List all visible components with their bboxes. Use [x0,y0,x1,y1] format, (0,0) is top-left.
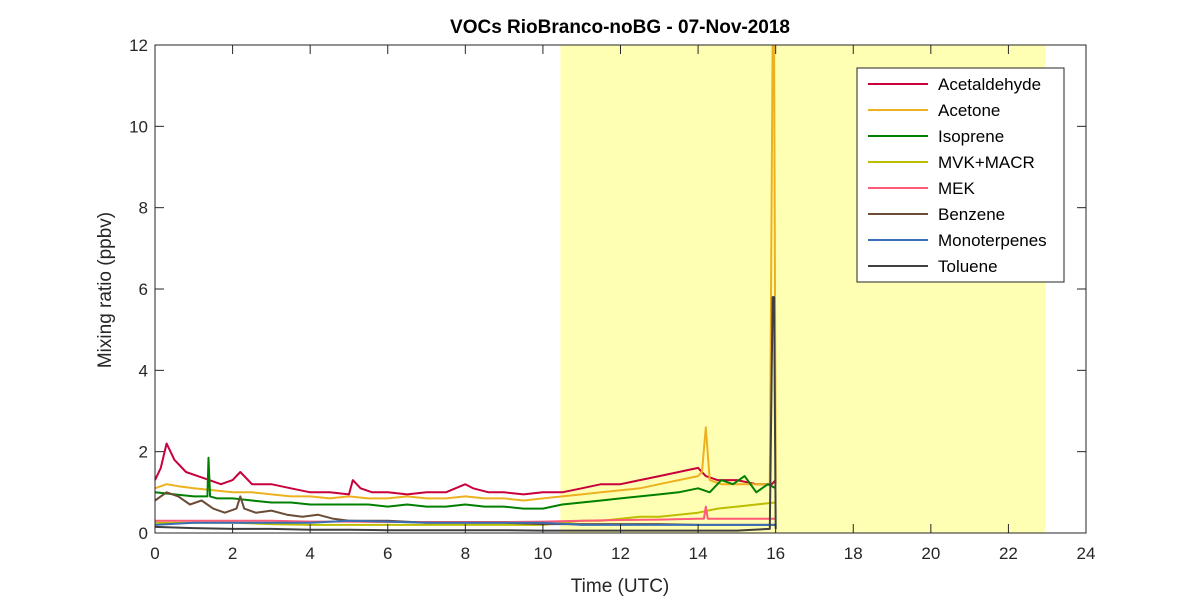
x-tick-label-2: 4 [305,544,314,563]
series-line-2 [155,456,777,510]
series-lines [155,45,777,532]
x-tick-label-6: 12 [611,544,630,563]
series-line-0 [155,442,777,496]
x-tick-label-12: 24 [1077,544,1096,563]
y-tick-label-2: 4 [139,361,148,380]
y-tick-label-5: 10 [129,117,148,136]
legend-box [856,67,1065,283]
x-tick-label-11: 22 [999,544,1018,563]
x-tick-label-5: 10 [533,544,552,563]
y-tick-label-0: 0 [139,524,148,543]
series-line-4 [155,505,776,523]
x-tick-label-0: 0 [150,544,159,563]
x-tick-label-3: 6 [383,544,392,563]
y-axis-label: Mixing ratio (ppbv) [95,212,116,368]
x-tick-label-7: 14 [689,544,708,563]
chart-title: VOCs RioBranco-noBG - 07-Nov-2018 [450,17,790,38]
y-tick-label-1: 2 [139,443,148,462]
x-tick-label-1: 2 [228,544,237,563]
legend: Acetaldehyde Acetone Isoprene MVK+MACR MEK Be… [856,67,1065,283]
legend-label-7: Toluene [938,257,998,276]
legend-label-5: Benzene [938,205,1005,224]
legend-label-3: MVK+MACR [938,153,1035,172]
legend-label-2: Isoprene [938,127,1004,146]
series-line-6 [155,519,776,526]
y-tick-label-4: 8 [139,199,148,218]
y-tick-label-3: 6 [139,280,148,299]
x-tick-label-4: 8 [461,544,470,563]
legend-label-6: Monoterpenes [938,231,1047,250]
x-tick-label-10: 20 [921,544,940,563]
legend-label-4: MEK [938,179,976,198]
y-tick-label-6: 12 [129,36,148,55]
series-line-1 [155,45,777,502]
legend-label-1: Acetone [938,101,1000,120]
x-axis-label: Time (UTC) [571,576,670,597]
legend-label-0: Acetaldehyde [938,75,1041,94]
x-tick-label-9: 18 [844,544,863,563]
x-tick-label-8: 16 [766,544,785,563]
series-line-7 [155,296,777,532]
